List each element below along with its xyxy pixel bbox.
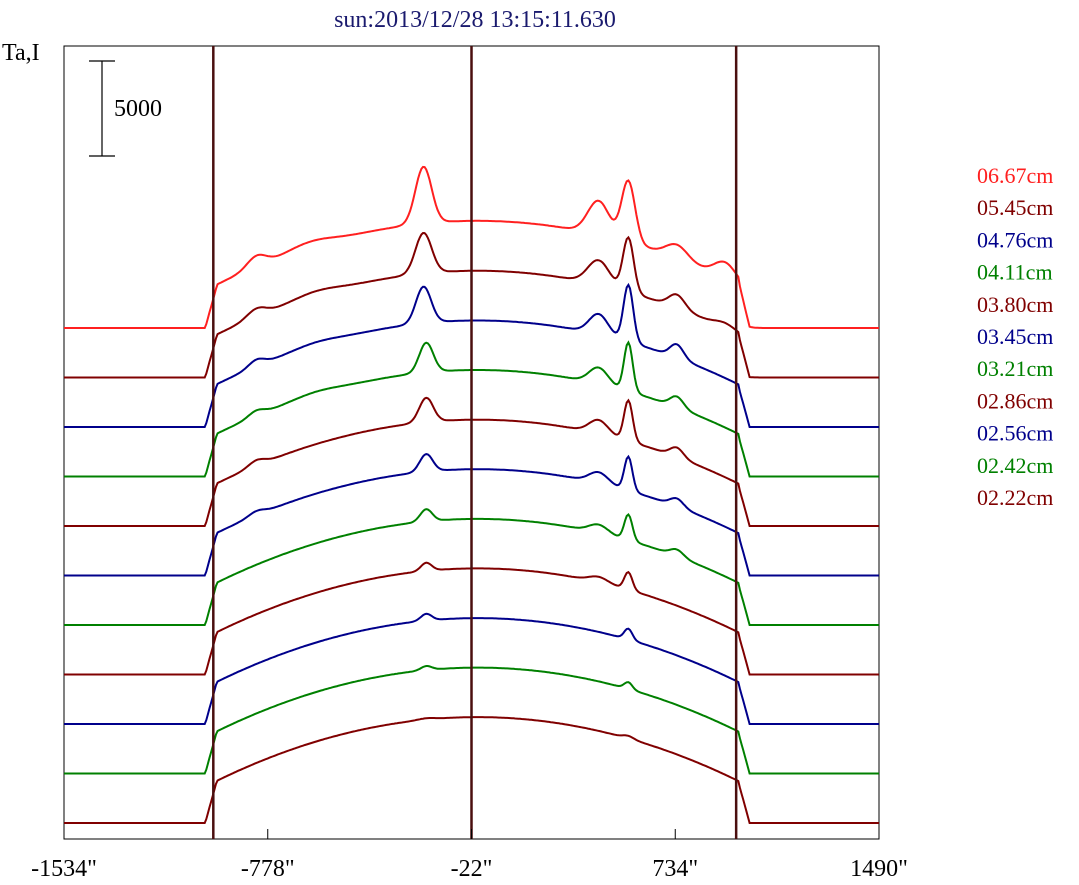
legend-item: 02.22cm (977, 485, 1053, 510)
x-tick-label: 1490" (850, 856, 908, 882)
x-tick-label: 734" (652, 856, 698, 882)
legend-item: 06.67cm (977, 163, 1053, 188)
legend-item: 04.76cm (977, 227, 1053, 252)
legend: 06.67cm 05.45cm 04.76cm 04.11cm 03.80cm 03.45… (977, 163, 1053, 510)
intensity-scale-bar: 5000 (89, 60, 162, 157)
legend-item: 03.80cm (977, 292, 1053, 317)
x-tick-label: -1534" (31, 856, 97, 882)
legend-item: 05.45cm (977, 195, 1053, 220)
legend-item: 03.21cm (977, 356, 1053, 381)
x-axis-ticks: -1534" -778" -22" 734" 1490" (31, 829, 908, 882)
legend-item: 02.56cm (977, 421, 1053, 446)
legend-item: 04.11cm (977, 260, 1053, 285)
scale-bar-label: 5000 (114, 96, 162, 122)
x-tick-label: -22" (451, 856, 493, 882)
legend-item: 03.45cm (977, 324, 1053, 349)
chart-title: sun:2013/12/28 13:15:11.630 (334, 7, 616, 33)
legend-item: 02.42cm (977, 453, 1053, 478)
x-tick-label: -778" (241, 856, 295, 882)
vertical-markers (212, 46, 738, 839)
y-axis-label: Ta,I (2, 40, 40, 66)
legend-item: 02.86cm (977, 388, 1053, 413)
